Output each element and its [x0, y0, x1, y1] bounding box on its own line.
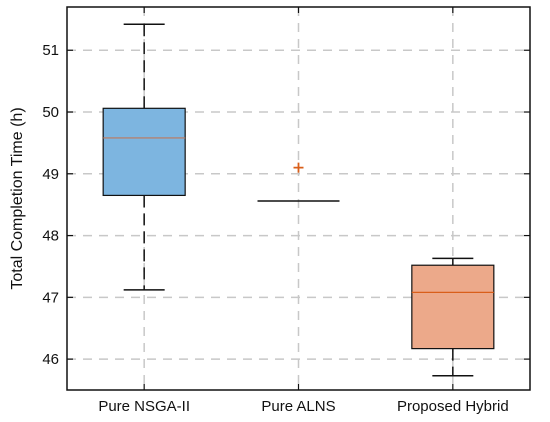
x-ticks: Pure NSGA-II Pure ALNS Proposed Hybrid: [98, 7, 509, 415]
y-tick-label: 51: [42, 42, 59, 59]
box-group: [411, 257, 495, 377]
x-tick-label: Pure ALNS: [261, 398, 335, 415]
y-tick-label: 46: [42, 351, 59, 368]
box-iqr: [411, 264, 495, 350]
y-ticks: 46 47 48 49 50 51: [42, 42, 530, 368]
y-tick-label: 47: [42, 289, 59, 306]
boxes: [102, 23, 495, 377]
y-axis-label: Total Completion Time (h): [9, 107, 26, 289]
x-tick-label: Proposed Hybrid: [397, 398, 509, 415]
x-tick-label: Pure NSGA-II: [98, 398, 190, 415]
box-iqr: [102, 107, 186, 197]
box-group: [257, 162, 340, 202]
outlier-marker: [293, 162, 304, 173]
y-tick-label: 49: [42, 166, 59, 183]
y-tick-label: 50: [42, 104, 59, 121]
y-tick-label: 48: [42, 228, 59, 245]
box-group: [102, 23, 186, 291]
